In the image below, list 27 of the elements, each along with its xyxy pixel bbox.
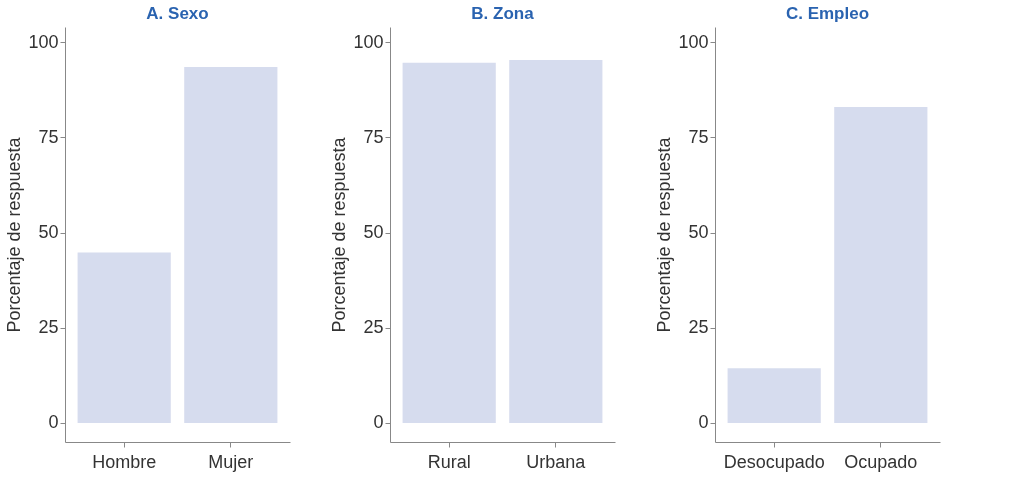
y-tick-label: 100 [353,31,384,52]
chart-title: A. Sexo [146,4,209,23]
y-tick-label: 0 [373,412,384,433]
y-tick-label: 75 [688,126,709,147]
y-tick-label: 100 [678,31,709,52]
x-tick-label: Mujer [208,451,254,472]
y-tick-label: 50 [363,222,384,243]
chart-title: C. Empleo [785,4,870,23]
y-axis-title: Porcentaje de respuesta [4,136,25,333]
x-tick-label: Desocupado [723,451,825,472]
y-tick-label: 25 [38,317,59,338]
y-tick-label: 25 [688,317,709,338]
x-tick-label: Urbana [526,451,587,472]
x-tick-label: Rural [427,451,471,472]
y-tick-label: 0 [48,412,59,433]
y-tick-label: 75 [363,126,384,147]
x-tick-label: Hombre [92,451,157,472]
y-tick-label: 50 [38,222,59,243]
y-tick-label: 25 [363,317,384,338]
y-tick-label: 0 [698,412,709,433]
y-tick-label: 100 [28,31,59,52]
x-tick-label: Ocupado [844,451,918,472]
y-axis-title: Porcentaje de respuesta [329,136,350,333]
y-tick-label: 50 [688,222,709,243]
chart-title: B. Zona [471,4,535,23]
y-axis-title: Porcentaje de respuesta [654,136,675,333]
y-tick-label: 75 [38,126,59,147]
